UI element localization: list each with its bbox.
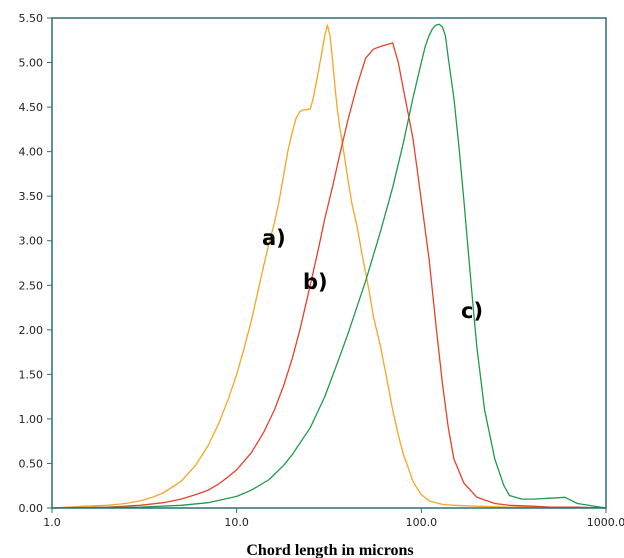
y-tick-label: 4.00 (19, 146, 44, 159)
y-tick-label: 0.50 (19, 457, 44, 470)
x-tick-label: 1.0 (43, 516, 61, 529)
y-tick-label: 3.50 (19, 190, 44, 203)
series-c-line (51, 23, 607, 509)
series-a-line (51, 24, 607, 509)
series-layer (51, 23, 607, 509)
y-tick-label: 5.00 (19, 57, 44, 70)
x-axis-title: Chord length in microns (246, 542, 413, 558)
plot-frame (51, 17, 607, 509)
y-tick-label: 3.00 (19, 235, 44, 248)
annotation-b: b) (303, 270, 328, 294)
annotation-a: a) (262, 226, 286, 250)
y-axis-ticks: 0.00 0.50 1.00 1.50 2.00 2.50 3.00 3.50 4.00 4.50… (19, 12, 52, 515)
x-tick-label: 10.0 (224, 516, 249, 529)
y-tick-label: 0.00 (19, 502, 44, 515)
x-tick-label: 1000.0 (587, 516, 624, 529)
y-tick-label: 2.00 (19, 324, 44, 337)
annotation-c: c) (461, 299, 483, 323)
y-tick-label: 5.50 (19, 12, 44, 25)
series-b-line (51, 42, 607, 509)
y-tick-label: 4.50 (19, 101, 44, 114)
x-tick-label: 100.0 (406, 516, 438, 529)
x-axis-ticks: 1.0 10.0 100.0 1000.0 (43, 508, 624, 529)
y-tick-label: 1.00 (19, 413, 44, 426)
y-tick-label: 2.50 (19, 279, 44, 292)
y-tick-label: 1.50 (19, 368, 44, 381)
